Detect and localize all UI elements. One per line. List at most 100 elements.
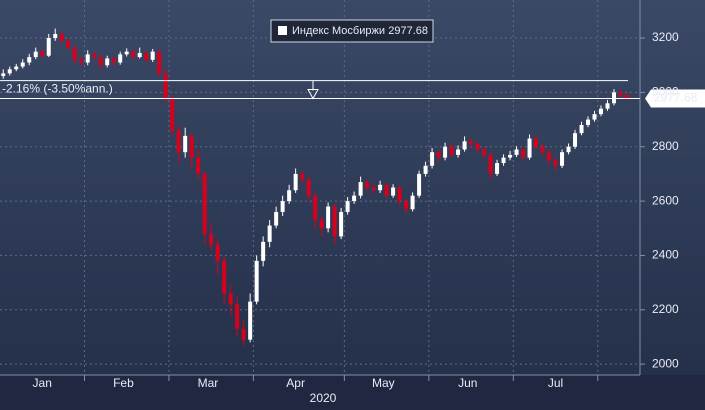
candle-body <box>267 225 272 242</box>
candle-body <box>33 51 38 58</box>
y-tick-label: 2400 <box>652 248 679 262</box>
candle-body <box>547 152 552 161</box>
candle-body <box>521 149 526 158</box>
candle-body <box>228 293 233 305</box>
x-axis-label: 2020 <box>310 391 337 405</box>
candle-body <box>384 184 389 196</box>
candle-body <box>371 187 376 191</box>
candle-body <box>235 304 240 329</box>
y-tick-label: 2800 <box>652 139 679 153</box>
candle-body <box>527 138 532 158</box>
candle-body <box>118 54 123 63</box>
candle-body <box>332 206 337 237</box>
candle-body <box>469 141 474 145</box>
candle-body <box>261 241 266 261</box>
candle-body <box>560 152 565 166</box>
candle-body <box>183 135 188 153</box>
change-arrow <box>307 80 319 100</box>
candle-body <box>85 54 90 63</box>
candle-body <box>358 182 363 196</box>
candle-body <box>157 51 162 74</box>
legend-label: Индекс Мосбиржи <box>292 25 385 37</box>
candle-body <box>144 52 149 60</box>
candle-body <box>287 190 292 202</box>
candle-body <box>495 163 500 174</box>
candle-body <box>300 173 305 180</box>
candle-body <box>443 146 448 158</box>
candle-body <box>488 154 493 174</box>
x-tick-label: Jul <box>548 376 563 390</box>
candle-body <box>397 187 402 202</box>
candle-body <box>280 201 285 212</box>
y-tick-label: 2000 <box>652 356 679 370</box>
change-label: -2.16% (-3.50%ann.) <box>2 82 113 96</box>
price-tag-label: 2977.68 <box>654 91 698 105</box>
candle-body <box>66 40 71 48</box>
candle-body <box>248 301 253 340</box>
candle-body <box>417 173 422 196</box>
candle-body <box>612 92 617 104</box>
candle-body <box>189 135 194 158</box>
x-axis-band <box>0 375 705 410</box>
price-tag <box>645 89 705 108</box>
candle-body <box>241 328 246 340</box>
candle-body <box>14 66 19 70</box>
candle-body <box>40 51 45 56</box>
candle-body <box>475 144 480 150</box>
candle-body <box>53 33 58 39</box>
candle-body <box>352 195 357 202</box>
candle-body <box>391 187 396 196</box>
y-tick-label: 2200 <box>652 302 679 316</box>
candle-body <box>339 211 344 237</box>
candle-body <box>202 173 207 234</box>
candle-body <box>215 244 220 261</box>
candle-body <box>508 154 513 158</box>
candle-body <box>625 95 630 99</box>
candle-body <box>365 182 370 188</box>
candle-body <box>586 119 591 125</box>
candle-body <box>105 58 110 66</box>
candle-body <box>254 260 259 302</box>
candle-body <box>573 133 578 147</box>
candle-body <box>540 146 545 153</box>
legend-value: 2977.68 <box>388 25 428 37</box>
candle-body <box>27 57 32 63</box>
y-tick-label: 3200 <box>652 30 679 44</box>
candle-body <box>274 211 279 226</box>
candle-body <box>605 103 610 109</box>
x-tick-label: Apr <box>286 376 305 390</box>
candle-body <box>306 179 311 196</box>
y-tick-label: 3000 <box>652 85 679 99</box>
candle-body <box>534 138 539 147</box>
candle-body <box>404 201 409 210</box>
candle-body <box>410 195 415 210</box>
candle-body <box>618 92 623 96</box>
candle-body <box>514 149 519 155</box>
candle-body <box>599 108 604 115</box>
x-tick-label: Mar <box>198 376 219 390</box>
candle-body <box>566 146 571 153</box>
candle-body <box>553 160 558 166</box>
candle-body <box>7 69 12 74</box>
candle-body <box>345 201 350 212</box>
candle-body <box>378 184 383 191</box>
candle-body <box>313 195 318 221</box>
candle-body <box>137 52 142 58</box>
candle-body <box>222 260 227 294</box>
candle-body <box>430 152 435 166</box>
x-tick-label: Feb <box>113 376 134 390</box>
candle-body <box>1 73 6 77</box>
legend-box <box>270 19 434 43</box>
legend-swatch <box>278 26 287 35</box>
candle-body <box>319 220 324 229</box>
candle-body <box>79 59 84 63</box>
candle-body <box>131 51 136 58</box>
candle-body <box>592 114 597 120</box>
candle-body <box>293 173 298 191</box>
candle-body <box>482 149 487 155</box>
candle-body <box>176 130 181 153</box>
candle-body <box>150 51 155 60</box>
candle-body <box>501 157 506 164</box>
candle-body <box>59 33 64 41</box>
